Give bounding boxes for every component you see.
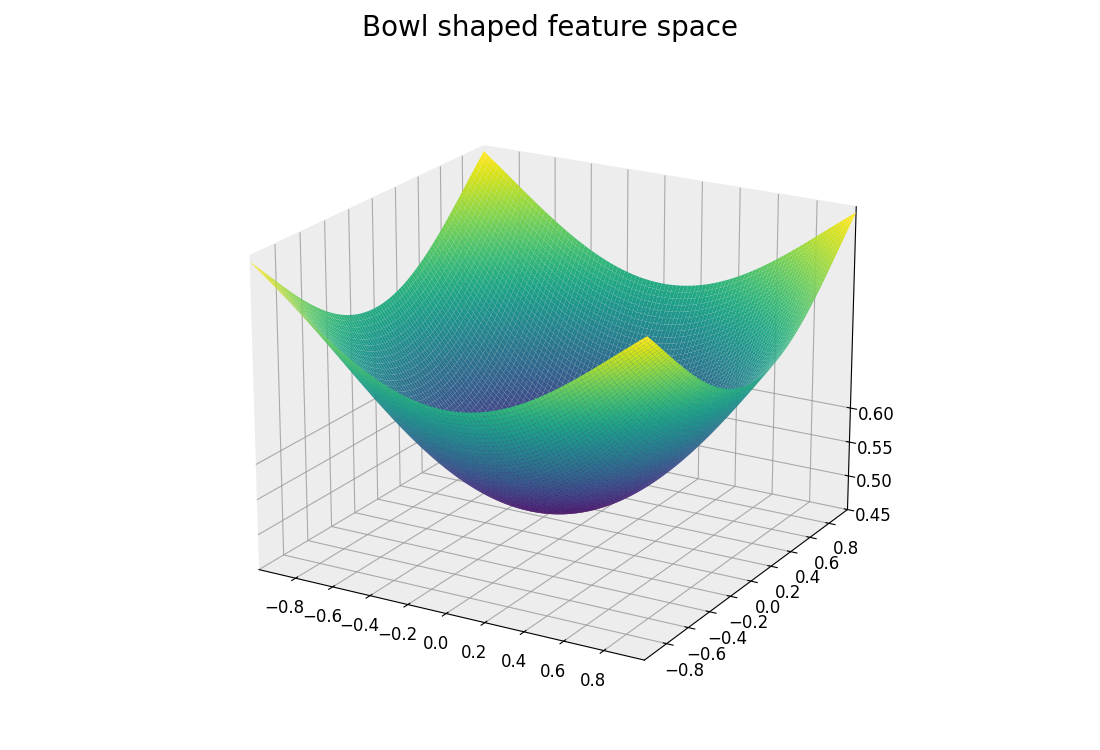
Title: Bowl shaped feature space: Bowl shaped feature space	[362, 14, 738, 42]
